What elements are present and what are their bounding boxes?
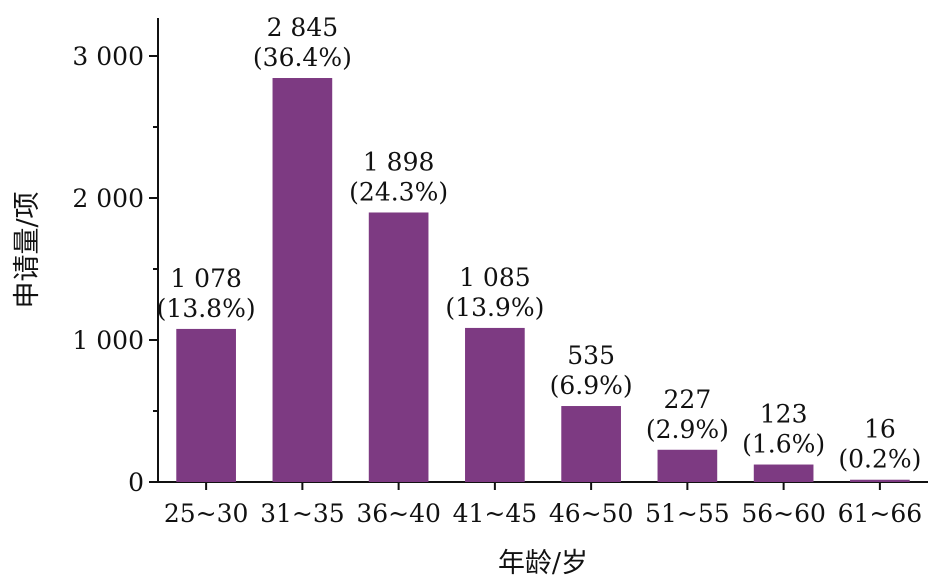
x-tick-label: 56~60 (741, 499, 826, 528)
bar-percent-label: (0.2%) (838, 445, 921, 474)
y-tick-label: 2 000 (72, 184, 144, 213)
bar-percent-label: (36.4%) (253, 43, 352, 72)
y-tick-label: 0 (128, 468, 144, 497)
x-axis-ticks: 25~30 31~35 36~40 41~45 46~50 51~55 56~60 61~66 (164, 482, 922, 528)
x-tick-label: 41~45 (453, 499, 538, 528)
bar (561, 406, 621, 482)
bar-value-label: 123 (760, 400, 808, 429)
bar-percent-label: (24.3%) (349, 177, 448, 206)
x-axis-title: 年龄/岁 (498, 548, 588, 579)
x-tick-label: 46~50 (549, 499, 634, 528)
bar-value-label: 2 845 (267, 13, 339, 42)
bar (272, 78, 333, 482)
bar (368, 212, 429, 482)
bars-group: 1 078(13.8%) 2 845(36.4%) 1 898(24.3%) 1 08… (157, 13, 921, 482)
bar (850, 479, 910, 482)
x-tick-label: 36~40 (356, 499, 441, 528)
bar-value-label: 1 078 (170, 264, 242, 293)
bar-value-label: 1 085 (459, 263, 531, 292)
bar (657, 449, 718, 482)
bar-percent-label: (2.9%) (646, 415, 729, 444)
x-tick-label: 61~66 (838, 499, 923, 528)
bar-percent-label: (13.9%) (445, 293, 544, 322)
bar-percent-label: (13.8%) (157, 294, 256, 323)
bar-value-label: 16 (864, 415, 896, 444)
bar-value-label: 1 898 (363, 147, 435, 176)
bar (465, 327, 525, 482)
x-tick-label: 31~35 (260, 499, 345, 528)
x-tick-label: 25~30 (164, 499, 249, 528)
bar-percent-label: (1.6%) (742, 430, 825, 459)
x-tick-label: 51~55 (645, 499, 730, 528)
y-tick-label: 3 000 (72, 42, 144, 71)
y-axis-title: 申请量/项 (12, 191, 43, 308)
bar (753, 464, 814, 482)
y-tick-label: 1 000 (72, 326, 144, 355)
bar-value-label: 227 (664, 385, 712, 414)
bar-percent-label: (6.9%) (550, 371, 633, 400)
bar (176, 328, 236, 482)
bar-value-label: 535 (567, 341, 615, 370)
y-axis-ticks: 0 1 000 2 000 3 000 (72, 42, 158, 497)
